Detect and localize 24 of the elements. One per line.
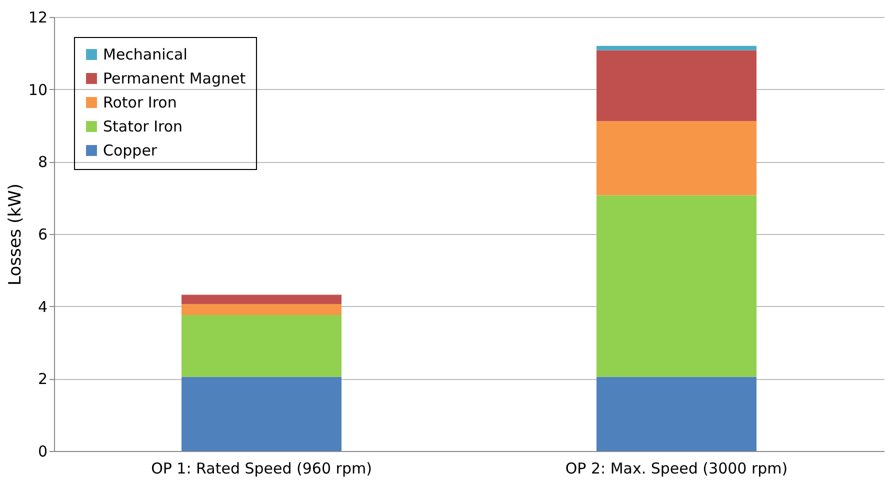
y-tick-label: 0 [38,442,48,460]
legend-label: Mechanical [103,46,188,64]
x-tick-label: OP 1: Rated Speed (960 rpm) [151,460,372,478]
bar [182,376,342,451]
legend-label: Copper [103,142,158,160]
bar [596,50,756,122]
y-tick-label: 10 [28,80,48,99]
bar [596,46,756,50]
bar [596,121,756,196]
y-tick-label: 12 [28,8,48,26]
legend-label: Stator Iron [103,118,183,136]
bar [596,195,756,377]
y-axis-title: Losses (kW) [5,184,26,286]
x-tick-label: OP 2: Max. Speed (3000 rpm) [565,460,788,478]
bar [182,304,342,316]
y-tick-label: 6 [38,226,48,244]
y-tick-label: 8 [38,153,48,172]
y-tick-label: 4 [38,298,48,316]
legend-label: Permanent Magnet [103,70,246,88]
bar [596,376,756,451]
bar [182,315,342,377]
y-tick-label: 2 [38,370,48,388]
bar [182,294,342,304]
legend-label: Rotor Iron [103,94,177,112]
